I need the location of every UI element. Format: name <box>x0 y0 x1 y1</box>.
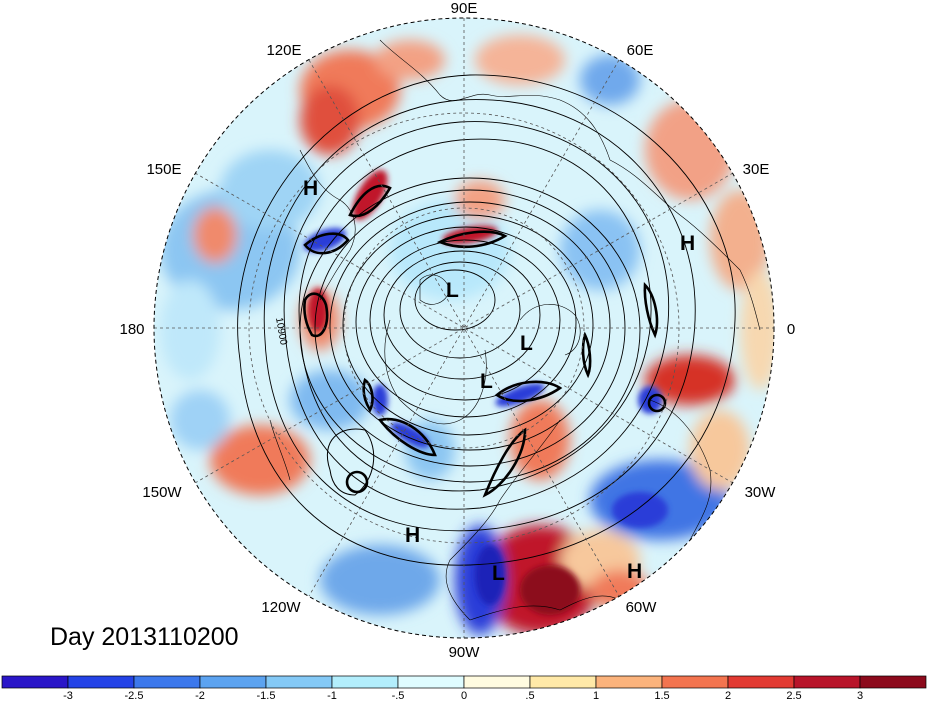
colorbar-swatch <box>265 675 333 689</box>
lon-label-180: 180 <box>119 321 144 338</box>
colorbar-swatch <box>1 675 69 689</box>
colorbar-tick-label: -2 <box>195 690 205 702</box>
colorbar-swatch <box>529 675 597 689</box>
pressure-center-l-central-america: L <box>492 562 505 585</box>
colorbar-swatch <box>67 675 135 689</box>
lon-label-30e: 30E <box>743 161 770 178</box>
lon-label-150e: 150E <box>146 161 181 178</box>
colorbar-swatch <box>331 675 399 689</box>
colorbar-tick-label: -1 <box>327 690 337 702</box>
anomaly-field <box>154 18 774 638</box>
pressure-center-l-arctic-south: L <box>480 370 493 393</box>
day-title: Day 2013110200 <box>50 623 239 651</box>
lon-label-0: 0 <box>787 321 795 338</box>
colorbar-swatch <box>661 675 729 689</box>
lon-label-60e: 60E <box>627 42 654 59</box>
height-contours <box>237 74 736 566</box>
colorbar-tick-label: 1 <box>593 690 599 702</box>
lon-label-120e: 120E <box>266 42 301 59</box>
colorbar-tick-label: 3 <box>857 690 863 702</box>
colorbar-tick-label: -.5 <box>392 690 405 702</box>
colorbar-swatch <box>793 675 861 689</box>
pressure-center-h-europe: H <box>680 232 695 255</box>
colorbar-tick-label: 2 <box>725 690 731 702</box>
pressure-center-h-south-atlantic: H <box>627 560 642 583</box>
colorbar-tick-label: 2.5 <box>786 690 801 702</box>
longitude-labels: 90E 60E 30E 0 30W 60W 90W 120W 150W 180 … <box>119 0 795 661</box>
lon-label-90w: 90W <box>449 644 481 661</box>
map-border <box>153 17 775 639</box>
jet-contours <box>303 184 667 498</box>
pressure-center-l-arctic-east: L <box>520 332 533 355</box>
colorbar-swatch <box>595 675 663 689</box>
pressure-center-h-siberia: H <box>303 177 318 200</box>
graticule <box>154 18 774 638</box>
colorbar-tick-label: 1.5 <box>654 690 669 702</box>
colorbar-swatch <box>133 675 201 689</box>
lon-label-150w: 150W <box>142 484 182 501</box>
lon-label-30w: 30W <box>745 484 777 501</box>
colorbar-tick-label: -3 <box>63 690 73 702</box>
colorbar-swatch <box>397 675 465 689</box>
lon-label-60w: 60W <box>626 599 658 616</box>
colorbar-swatch <box>199 675 267 689</box>
colorbar-tick-label: -1.5 <box>257 690 276 702</box>
colorbar-swatch <box>727 675 795 689</box>
lon-label-120w: 120W <box>261 599 301 616</box>
pressure-center-h-north-america: H <box>405 524 420 547</box>
contour-value-label: 10900 <box>273 317 289 347</box>
colorbar-swatch <box>463 675 531 689</box>
colorbar-swatch <box>859 675 927 689</box>
pressure-center-l-arctic-north: L <box>446 279 459 302</box>
colorbar: -3 -2.5 -2 -1.5 -1 -.5 0 .5 1 1.5 2 2.5 3 <box>1 675 927 702</box>
colorbar-tick-label: .5 <box>525 690 534 702</box>
lon-label-90e: 90E <box>451 0 478 17</box>
colorbar-tick-label: -2.5 <box>125 690 144 702</box>
colorbar-tick-label: 0 <box>461 690 467 702</box>
pressure-centers: H H L L L H L H <box>303 177 695 585</box>
